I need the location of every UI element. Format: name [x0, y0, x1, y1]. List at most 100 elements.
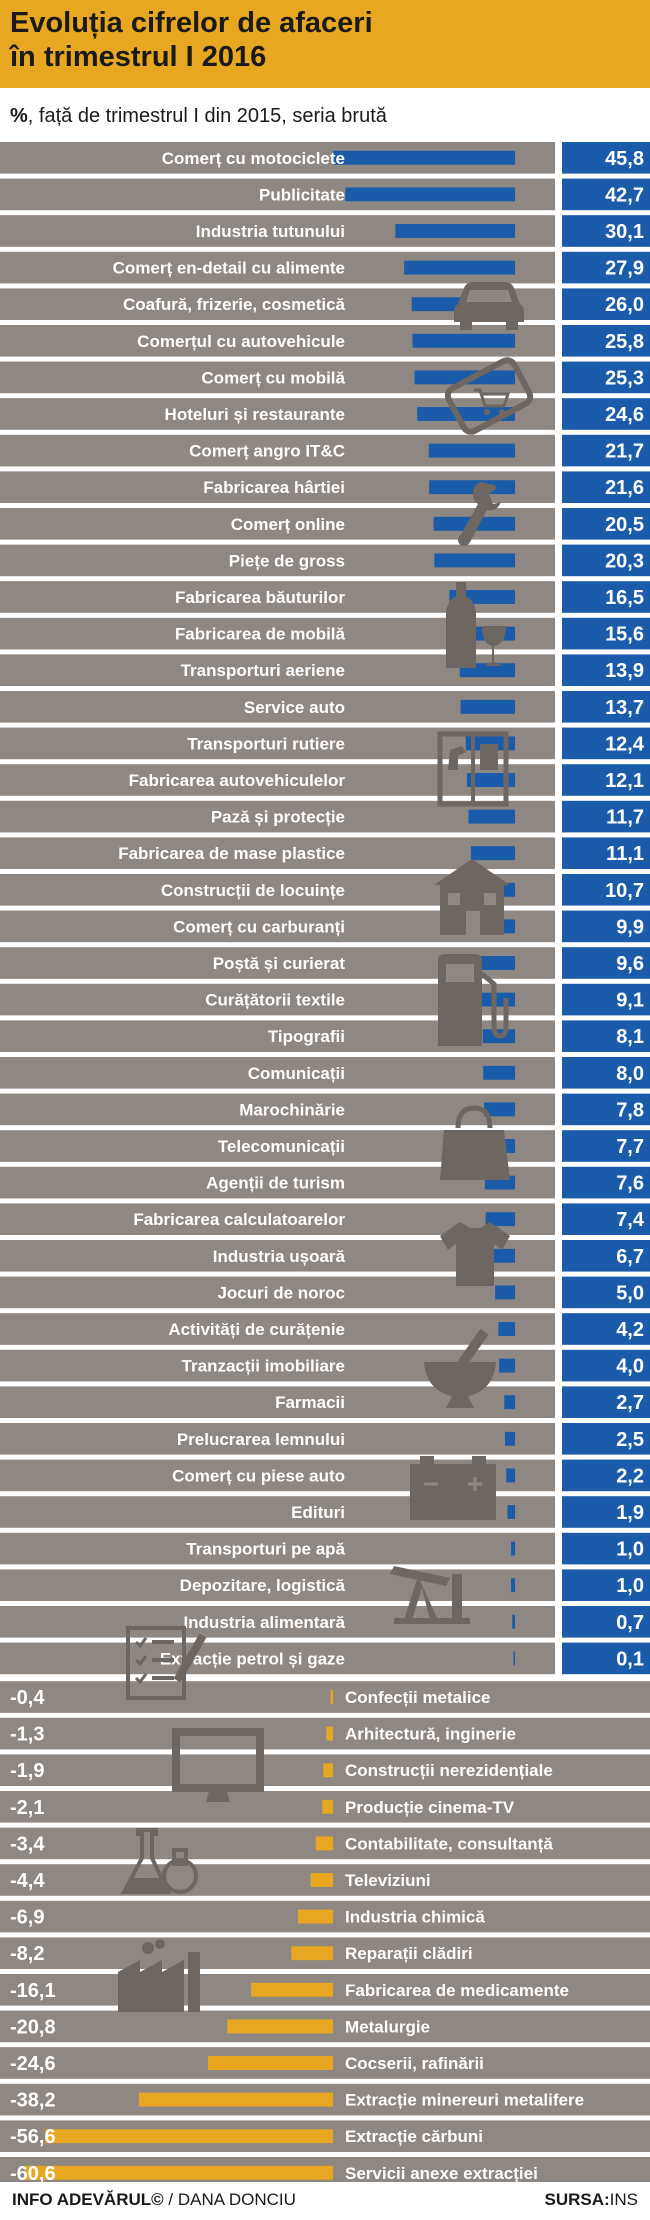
- value-label: -38,2: [10, 2090, 56, 2112]
- category-label: Comerț cu piese auto: [172, 1466, 345, 1485]
- value-label: 27,9: [605, 258, 644, 280]
- category-label: Farmacii: [275, 1393, 345, 1412]
- value-label: -6,9: [10, 1907, 44, 1929]
- value-label: 20,3: [605, 550, 644, 572]
- bar: [323, 1763, 333, 1778]
- value-label: 42,7: [605, 184, 644, 206]
- bar: [417, 407, 515, 421]
- value-box: [562, 1532, 650, 1565]
- value-label: 24,6: [605, 404, 644, 426]
- value-label: -0,4: [10, 1687, 45, 1709]
- value-label: 12,4: [605, 733, 645, 755]
- value-box: [562, 1386, 650, 1418]
- monitor-icon: [172, 1728, 264, 1802]
- category-label: Transporturi aeriene: [181, 661, 345, 680]
- row-background: [0, 1681, 650, 1713]
- value-label: -20,8: [10, 2016, 56, 2038]
- value-label: 25,8: [605, 331, 644, 353]
- value-label: -3,4: [10, 1833, 45, 1855]
- category-label: Transporturi pe apă: [186, 1540, 345, 1559]
- bar: [506, 1468, 515, 1483]
- value-box: [562, 1642, 650, 1675]
- bar: [478, 992, 515, 1007]
- wine-icon: [446, 582, 506, 668]
- category-label: Construcții nerezidențiale: [345, 1761, 553, 1780]
- category-label: Televiziuni: [345, 1871, 431, 1890]
- value-box: [562, 947, 650, 979]
- category-label: Fabricarea de mobilă: [175, 625, 346, 644]
- source-value: INS: [609, 2190, 638, 2209]
- bar: [315, 1836, 333, 1851]
- category-label: Extracție minereuri metalifere: [345, 2091, 584, 2110]
- category-label: Arhitectură, inginerie: [345, 1725, 516, 1744]
- row-background: [0, 1313, 555, 1345]
- bar: [25, 2165, 333, 2180]
- value-box: [562, 288, 650, 320]
- value-label: -4,4: [10, 1870, 45, 1892]
- car-icon: [454, 282, 524, 330]
- category-label: Comerțul cu autovehicule: [137, 332, 345, 351]
- value-box: [562, 398, 650, 430]
- category-label: Marochinărie: [239, 1100, 345, 1119]
- category-label: Industria tutunului: [196, 222, 345, 241]
- category-label: Fabricarea hârtiei: [203, 478, 345, 497]
- value-box: [562, 1093, 650, 1126]
- bar: [45, 2129, 334, 2144]
- value-label: 9,9: [616, 916, 644, 938]
- category-label: Fabricarea băuturilor: [175, 588, 345, 607]
- value-label: 12,1: [605, 770, 644, 792]
- battery-icon: [410, 1456, 496, 1520]
- row-background: [0, 764, 555, 796]
- bar: [330, 1690, 333, 1704]
- chart-title: Evoluția cifrelor de afaceri în trimestr…: [10, 7, 373, 73]
- tshirt-icon: [440, 1222, 510, 1286]
- value-label: 16,5: [605, 587, 644, 609]
- value-label: -60,6: [10, 2163, 56, 2182]
- value-box: [562, 800, 650, 833]
- category-label: Comerț en-detail cu alimente: [113, 259, 345, 278]
- category-label: Servicii anexe extracției: [345, 2164, 538, 2182]
- value-label: 25,3: [605, 367, 644, 389]
- subtitle-unit: %: [10, 105, 28, 127]
- category-label: Edituri: [291, 1503, 345, 1522]
- bar: [207, 2056, 333, 2070]
- value-box: [562, 837, 650, 869]
- bar: [404, 260, 515, 275]
- bar: [507, 1505, 515, 1519]
- mortar-pestle-icon: [424, 1328, 496, 1408]
- category-label: Poștă și curierat: [213, 954, 346, 973]
- fuel-pump-icon: [438, 954, 509, 1046]
- category-label: Comunicații: [248, 1064, 345, 1083]
- value-label: 0,7: [616, 1612, 644, 1634]
- value-label: 9,1: [616, 990, 644, 1012]
- bar: [412, 333, 515, 348]
- value-label: 2,5: [616, 1429, 644, 1451]
- bar: [310, 1873, 333, 1887]
- value-box: [562, 617, 650, 650]
- bar: [460, 699, 515, 714]
- category-label: Metalurgie: [345, 2017, 430, 2036]
- value-box: [562, 251, 650, 284]
- bar: [468, 809, 515, 824]
- category-label: Hoteluri și restaurante: [165, 405, 345, 424]
- category-label: Agenții de turism: [206, 1174, 345, 1193]
- value-label: -1,9: [10, 1760, 44, 1782]
- value-box: [562, 1057, 650, 1089]
- value-label: 2,2: [616, 1465, 644, 1487]
- bar: [512, 1614, 515, 1629]
- category-label: Activități de curățenie: [168, 1320, 345, 1339]
- flask-icon: [120, 1828, 198, 1894]
- value-label: 5,0: [616, 1282, 644, 1304]
- category-label: Tranzacții imobiliare: [182, 1357, 345, 1376]
- bar: [333, 150, 515, 165]
- value-box: [562, 1313, 650, 1345]
- bar: [495, 1285, 515, 1300]
- category-label: Comerț cu motociclete: [162, 149, 345, 168]
- category-label: Comerț angro IT&C: [189, 442, 345, 461]
- value-box: [562, 727, 650, 760]
- value-label: 7,4: [616, 1209, 645, 1231]
- value-box: [562, 325, 650, 357]
- value-box: [562, 434, 650, 467]
- value-label: 15,6: [605, 624, 644, 646]
- bar: [511, 1541, 515, 1556]
